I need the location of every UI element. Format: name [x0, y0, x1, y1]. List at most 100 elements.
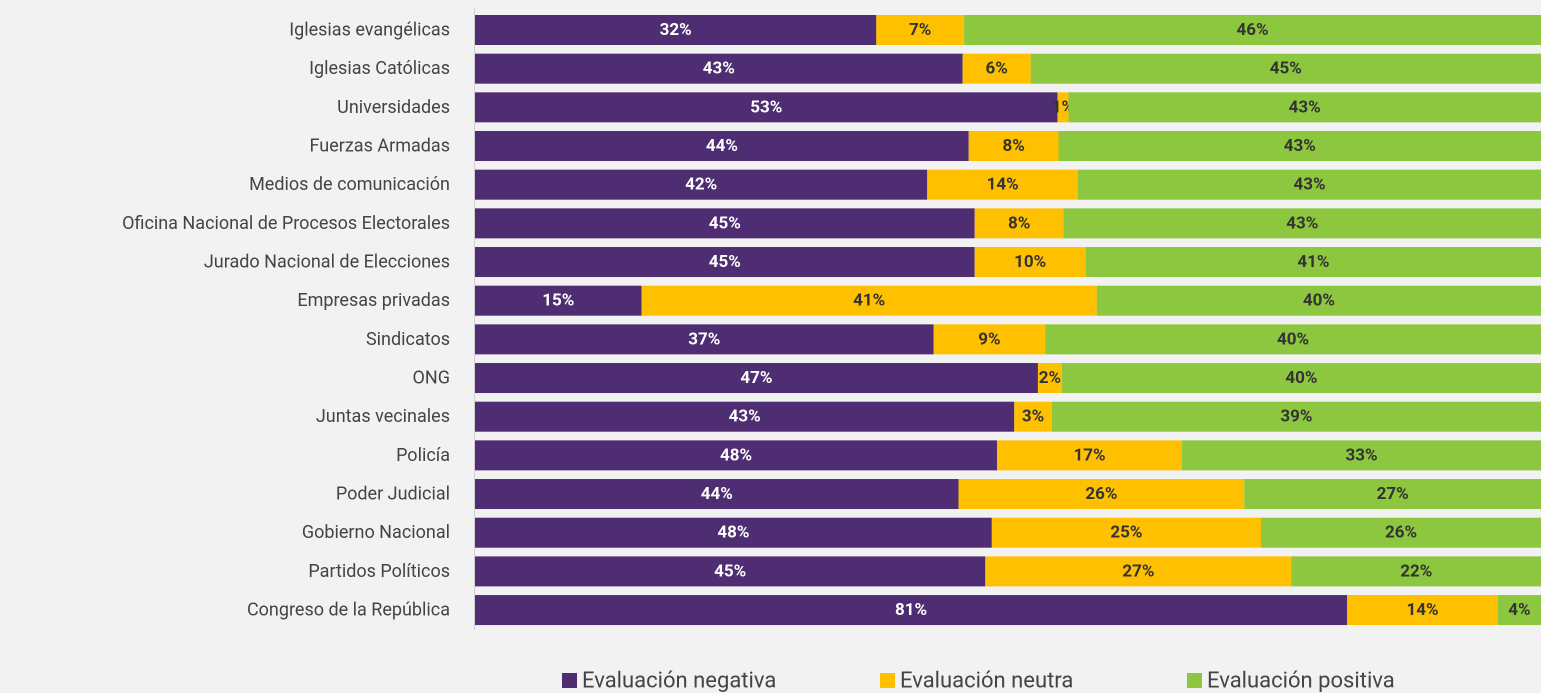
value-label: 40%: [1303, 291, 1335, 311]
value-label: 43%: [1289, 97, 1321, 117]
value-label: 8%: [1008, 213, 1030, 233]
value-label: 42%: [685, 175, 717, 195]
bar-segment: [475, 324, 934, 355]
bar-segment: [964, 15, 1541, 45]
value-label: 26%: [1085, 484, 1117, 504]
category-label: Poder Judicial: [336, 484, 450, 505]
value-label: 46%: [1237, 20, 1269, 40]
bar-segment: [1037, 363, 1062, 394]
value-label: 43%: [703, 59, 735, 79]
value-label: 33%: [1345, 445, 1377, 465]
bar-segment: [475, 556, 986, 587]
value-label: 39%: [1280, 407, 1312, 427]
bar-segment: [1068, 92, 1541, 123]
value-label: 22%: [1400, 561, 1432, 581]
bar-segment: [475, 517, 992, 548]
category-label: Oficina Nacional de Procesos Electorales: [122, 213, 450, 234]
bar-segment: [1244, 479, 1541, 510]
bar-segment: [974, 247, 1086, 278]
legend-label: Evaluación neutra: [900, 669, 1073, 693]
value-label: 43%: [729, 407, 761, 427]
bar-segment: [475, 363, 1038, 394]
value-label: 14%: [987, 175, 1019, 195]
value-label: 45%: [1270, 59, 1302, 79]
bar-segment: [1096, 285, 1541, 316]
legend-label: Evaluación positiva: [1207, 669, 1395, 693]
bar-segment: [974, 208, 1064, 239]
category-label: Gobierno Nacional: [302, 522, 450, 543]
value-label: 45%: [714, 561, 746, 581]
bar-segment: [927, 169, 1078, 200]
bar-segment: [1045, 324, 1541, 355]
bar-segment: [475, 595, 1348, 626]
value-label: 43%: [1286, 213, 1318, 233]
value-label: 26%: [1385, 523, 1417, 543]
legend-swatch: [880, 673, 895, 688]
category-label: Universidades: [337, 97, 450, 118]
value-label: 10%: [1014, 252, 1046, 272]
bar-segment: [1291, 556, 1541, 587]
bar-segment: [475, 208, 975, 239]
bar-segment: [1057, 92, 1069, 123]
value-label: 3%: [1022, 407, 1044, 427]
category-label: Iglesias evangélicas: [289, 20, 450, 41]
bar-segment: [475, 440, 998, 471]
bar-segment: [1014, 401, 1052, 432]
bar-segment: [991, 517, 1262, 548]
value-label: 27%: [1122, 561, 1154, 581]
value-label: 7%: [909, 20, 931, 40]
category-label: Juntas vecinales: [316, 406, 450, 427]
value-label: 27%: [1377, 484, 1409, 504]
category-label: Partidos Políticos: [308, 561, 450, 582]
legend-label: Evaluación negativa: [582, 669, 776, 693]
value-label: 4%: [1508, 600, 1530, 620]
bar-segment: [475, 401, 1015, 432]
category-label: Sindicatos: [366, 329, 450, 350]
bar-segment: [1261, 517, 1541, 548]
value-label: 44%: [706, 136, 738, 156]
category-label: Fuerzas Armadas: [310, 136, 450, 157]
legend-swatch: [562, 673, 577, 688]
bar-segment: [1063, 208, 1541, 239]
category-label: ONG: [413, 368, 451, 389]
value-label: 48%: [717, 523, 749, 543]
bar-segment: [985, 556, 1292, 587]
bar-segment: [475, 169, 928, 200]
category-label: Empresas privadas: [297, 290, 450, 311]
bar-segment: [1030, 53, 1541, 84]
value-label: 17%: [1074, 445, 1106, 465]
bar-segment: [1058, 131, 1541, 162]
bar-segment: [1182, 440, 1541, 471]
bar-segment: [1497, 595, 1541, 626]
value-label: 41%: [853, 291, 885, 311]
value-label: 6%: [985, 59, 1007, 79]
legend-swatch: [1187, 673, 1202, 688]
bar-segment: [1085, 247, 1541, 278]
bar-segment: [475, 479, 959, 510]
value-label: 44%: [701, 484, 733, 504]
value-label: 32%: [660, 20, 692, 40]
bar-segment: [958, 479, 1245, 510]
bar-segment: [475, 15, 877, 45]
bar-segment: [962, 53, 1031, 84]
bar-segment: [1077, 169, 1541, 200]
value-label: 15%: [542, 291, 574, 311]
bar-segment: [1347, 595, 1498, 626]
bar-segment: [475, 53, 963, 84]
value-label: 47%: [740, 368, 772, 388]
bar-segment: [997, 440, 1183, 471]
value-label: 45%: [709, 252, 741, 272]
value-label: 37%: [688, 329, 720, 349]
value-label: 43%: [1293, 175, 1325, 195]
category-label: Medios de comunicación: [249, 174, 450, 195]
category-label: Iglesias Católicas: [309, 58, 450, 79]
value-label: 53%: [750, 97, 782, 117]
bar-segment: [475, 92, 1058, 123]
value-label: 48%: [720, 445, 752, 465]
value-label: 25%: [1110, 523, 1142, 543]
value-label: 14%: [1407, 600, 1439, 620]
value-label: 8%: [1002, 136, 1024, 156]
category-label: Jurado Nacional de Elecciones: [204, 252, 450, 273]
value-label: 40%: [1277, 329, 1309, 349]
